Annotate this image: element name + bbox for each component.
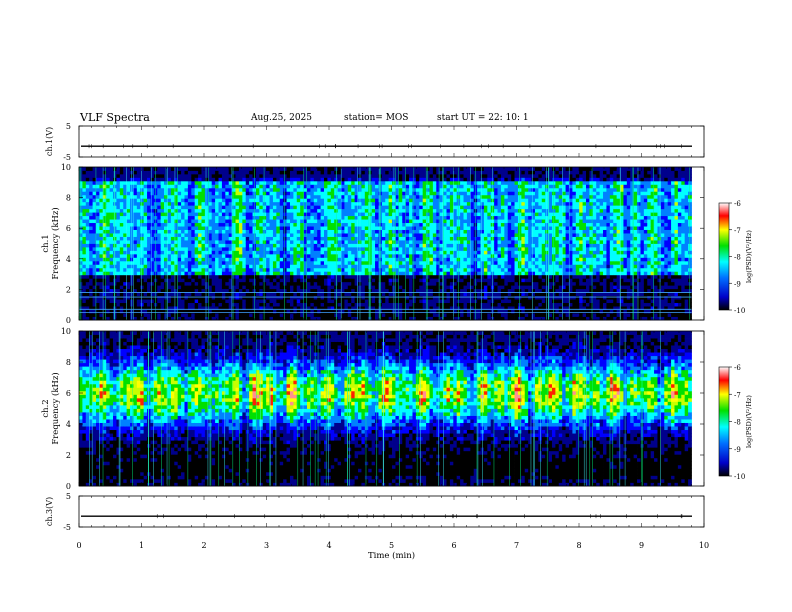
- spectrogram-ch1-colorbar-tick-label: -7: [734, 227, 741, 235]
- spectrogram-ch2-colorbar-tick-label: -6: [734, 364, 741, 372]
- spectrogram-ch2-ytick-label: 10: [61, 327, 71, 336]
- spectrogram-ch2-ytick-label: 8: [66, 358, 71, 367]
- spectrogram-ch2-colorbar: [718, 366, 730, 477]
- spectrogram-ch1-colorbar-label: log(PSD)(V²/Hz): [745, 230, 753, 283]
- xtick-label: 6: [451, 541, 456, 550]
- spectrogram-ch1-ytick-label: 4: [66, 255, 71, 264]
- date-label: Aug.25, 2025: [251, 113, 312, 123]
- spectrogram-ch1-cells: [79, 167, 692, 321]
- xtick-label: 10: [699, 541, 709, 550]
- spectrogram-ch2-ytick-label: 0: [66, 482, 71, 491]
- spectrogram-ch1-ytick-label: 2: [66, 285, 71, 294]
- spectrogram-ch2-ytick-label: 4: [66, 420, 71, 429]
- xtick-label: 7: [514, 541, 519, 550]
- spectrogram-ch2-ylabel: ch.2: [41, 399, 51, 417]
- spectrogram-ch2-colorbar-tick-label: -9: [734, 446, 741, 454]
- spectrogram-ch1-ytick-label: 8: [66, 194, 71, 203]
- xtick-label: 8: [576, 541, 581, 550]
- spectrogram-ch1-colorbar: [718, 202, 730, 311]
- xtick-label: 4: [326, 541, 331, 550]
- xtick-label: 0: [76, 541, 81, 550]
- spectrogram-ch1-colorbar-tick-label: -8: [734, 254, 741, 262]
- xaxis-label: Time (min): [368, 550, 415, 561]
- waveform-top-ytick-label: 5: [66, 122, 71, 131]
- waveform-bottom-frame: [78, 495, 705, 528]
- waveform-bottom-ytick-label: 5: [66, 492, 71, 501]
- spectrogram-ch2-colorbar-tick-label: -7: [734, 391, 741, 399]
- spectrogram-ch1-colorbar-tick-label: -6: [734, 200, 741, 208]
- waveform-top-frame: [78, 125, 705, 158]
- spectrogram-ch2-cells: [79, 331, 692, 487]
- waveform-top-ytick-label: -5: [63, 153, 71, 162]
- chart-title: VLF Spectra: [80, 111, 150, 124]
- xtick-label: 9: [639, 541, 644, 550]
- spectrogram-ch1-ylabel: Frequency (kHz): [50, 207, 61, 279]
- start-time-label: start UT = 22: 10: 1: [437, 113, 529, 123]
- xtick-label: 3: [264, 541, 269, 550]
- spectrogram-ch1-ylabel: ch.1: [41, 234, 51, 252]
- spectrogram-ch1-colorbar-tick-label: -9: [734, 280, 741, 288]
- spectrogram-ch1-ytick-label: 10: [61, 163, 71, 172]
- spectrogram-ch2-colorbar-tick-label: -10: [734, 473, 745, 481]
- xtick-label: 5: [389, 541, 394, 550]
- spectrogram-ch2-ylabel: Frequency (kHz): [50, 372, 61, 444]
- xtick-label: 2: [201, 541, 206, 550]
- spectrogram-ch2-ytick-label: 2: [66, 451, 71, 460]
- spectrogram-ch2-colorbar-label: log(PSD)(V²/Hz): [745, 395, 753, 448]
- waveform-bottom-ylabel: ch.3(V): [45, 497, 54, 526]
- spectrogram-ch2-colorbar-tick-label: -8: [734, 419, 741, 427]
- xtick-label: 1: [139, 541, 144, 550]
- spectrogram-ch1-colorbar-tick-label: -10: [734, 307, 745, 315]
- station-label: station= MOS: [344, 113, 409, 123]
- spectrogram-ch1-ytick-label: 0: [66, 316, 71, 325]
- spectrogram-ch2-ytick-label: 6: [66, 389, 71, 398]
- waveform-bottom-ytick-label: -5: [63, 523, 71, 532]
- waveform-top-ylabel: ch.1(V): [45, 127, 54, 156]
- spectrogram-ch1-ytick-label: 6: [66, 224, 71, 233]
